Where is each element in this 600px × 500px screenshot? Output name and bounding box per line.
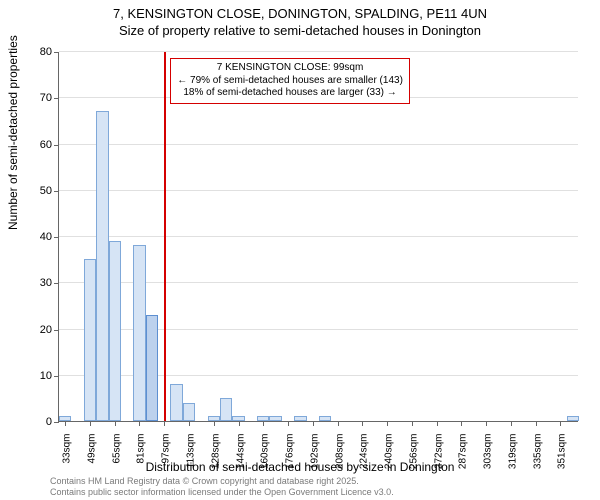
gridline bbox=[59, 236, 578, 237]
histogram-bar bbox=[269, 416, 281, 421]
annotation-line: 7 KENSINGTON CLOSE: 99sqm bbox=[177, 62, 403, 75]
ytick-mark bbox=[54, 52, 59, 53]
annotation-line: ← 79% of semi-detached houses are smalle… bbox=[177, 75, 403, 88]
histogram-bar bbox=[96, 111, 108, 421]
histogram-bar bbox=[109, 241, 121, 421]
xtick-mark bbox=[115, 421, 116, 426]
ytick-label: 70 bbox=[22, 92, 52, 104]
xtick-mark bbox=[263, 421, 264, 426]
ytick-mark bbox=[54, 191, 59, 192]
xtick-mark bbox=[189, 421, 190, 426]
histogram-bar bbox=[220, 398, 232, 421]
xtick-mark bbox=[164, 421, 165, 426]
title-line2: Size of property relative to semi-detach… bbox=[0, 23, 600, 40]
ytick-label: 50 bbox=[22, 185, 52, 197]
x-axis-label: Distribution of semi-detached houses by … bbox=[0, 460, 600, 474]
xtick-mark bbox=[239, 421, 240, 426]
footer-attribution: Contains HM Land Registry data © Crown c… bbox=[50, 476, 394, 498]
histogram-bar bbox=[183, 403, 195, 422]
chart-plot-area: 0102030405060708033sqm49sqm65sqm81sqm97s… bbox=[58, 52, 578, 422]
histogram-bar bbox=[567, 416, 579, 421]
annotation-line: 18% of semi-detached houses are larger (… bbox=[177, 87, 403, 100]
xtick-mark bbox=[65, 421, 66, 426]
xtick-mark bbox=[214, 421, 215, 426]
histogram-bar bbox=[294, 416, 306, 421]
xtick-mark bbox=[313, 421, 314, 426]
gridline bbox=[59, 190, 578, 191]
ytick-label: 0 bbox=[22, 416, 52, 428]
histogram-bar bbox=[133, 245, 145, 421]
y-axis-label: Number of semi-detached properties bbox=[6, 35, 20, 230]
ytick-mark bbox=[54, 422, 59, 423]
xtick-mark bbox=[486, 421, 487, 426]
xtick-mark bbox=[338, 421, 339, 426]
title-line1: 7, KENSINGTON CLOSE, DONINGTON, SPALDING… bbox=[0, 6, 600, 23]
xtick-mark bbox=[288, 421, 289, 426]
ytick-mark bbox=[54, 237, 59, 238]
ytick-label: 30 bbox=[22, 277, 52, 289]
xtick-mark bbox=[362, 421, 363, 426]
gridline bbox=[59, 51, 578, 52]
histogram-bar bbox=[319, 416, 331, 421]
ytick-label: 60 bbox=[22, 139, 52, 151]
ytick-label: 20 bbox=[22, 324, 52, 336]
histogram-bar bbox=[170, 384, 182, 421]
ytick-mark bbox=[54, 283, 59, 284]
xtick-mark bbox=[437, 421, 438, 426]
chart-title: 7, KENSINGTON CLOSE, DONINGTON, SPALDING… bbox=[0, 0, 600, 40]
xtick-mark bbox=[90, 421, 91, 426]
xtick-mark bbox=[461, 421, 462, 426]
ytick-mark bbox=[54, 330, 59, 331]
footer-line2: Contains public sector information licen… bbox=[50, 487, 394, 498]
gridline bbox=[59, 144, 578, 145]
xtick-mark bbox=[139, 421, 140, 426]
ytick-label: 80 bbox=[22, 46, 52, 58]
xtick-mark bbox=[387, 421, 388, 426]
xtick-mark bbox=[536, 421, 537, 426]
xtick-mark bbox=[412, 421, 413, 426]
ytick-mark bbox=[54, 98, 59, 99]
ytick-mark bbox=[54, 145, 59, 146]
histogram-bar bbox=[84, 259, 96, 421]
histogram-bar bbox=[146, 315, 158, 421]
marker-line bbox=[164, 52, 166, 421]
footer-line1: Contains HM Land Registry data © Crown c… bbox=[50, 476, 394, 487]
xtick-mark bbox=[560, 421, 561, 426]
ytick-label: 40 bbox=[22, 231, 52, 243]
ytick-label: 10 bbox=[22, 370, 52, 382]
annotation-box: 7 KENSINGTON CLOSE: 99sqm← 79% of semi-d… bbox=[170, 58, 410, 104]
ytick-mark bbox=[54, 376, 59, 377]
xtick-mark bbox=[511, 421, 512, 426]
